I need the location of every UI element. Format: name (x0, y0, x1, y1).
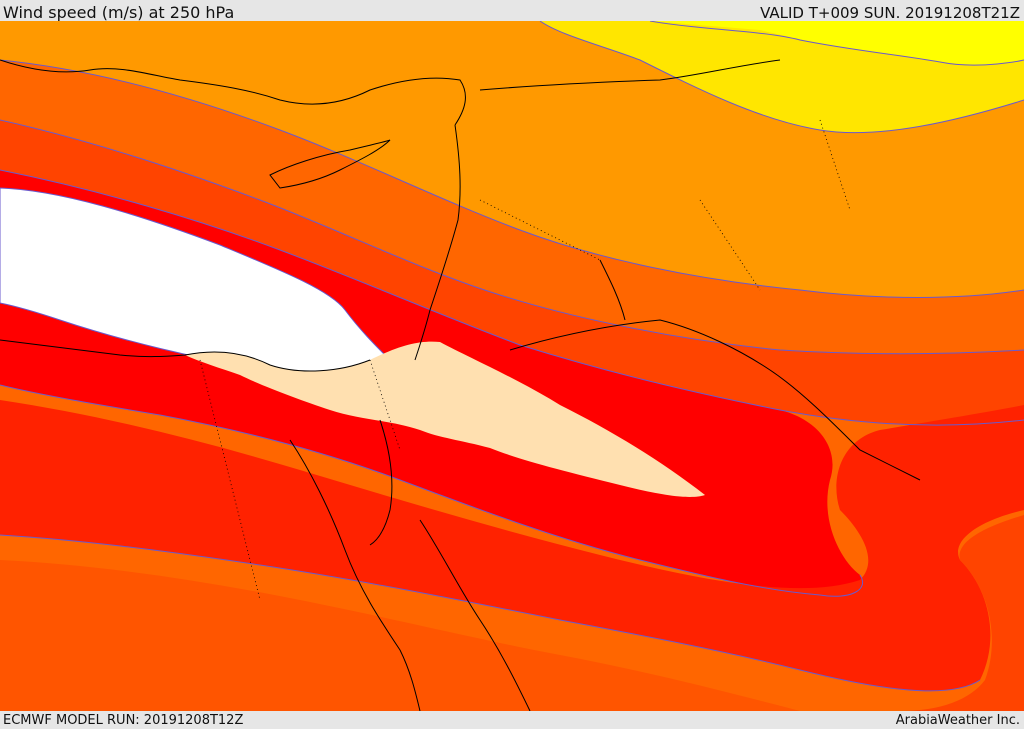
model-run-label: ECMWF MODEL RUN: 20191208T12Z (3, 713, 244, 728)
band-orange (0, 21, 1024, 298)
footer-bar (0, 711, 1024, 729)
valid-time-label: VALID T+009 SUN. 20191208T21Z (760, 4, 1020, 22)
band-dark-orange (0, 60, 1024, 354)
provider-label: ArabiaWeather Inc. (895, 713, 1020, 728)
wind-speed-map[interactable] (0, 21, 1024, 711)
band-yellow-core (650, 21, 1024, 65)
coastlines (0, 59, 921, 711)
contour-lines (0, 21, 1024, 692)
band-orange-corner (900, 515, 1024, 711)
band-peach-tongue (185, 341, 705, 497)
map-title: Wind speed (m/s) at 250 hPa (3, 3, 235, 22)
header-bar (0, 0, 1024, 22)
band-red-south (0, 400, 1024, 691)
country-borders (199, 119, 851, 601)
band-orange-south (0, 560, 800, 711)
